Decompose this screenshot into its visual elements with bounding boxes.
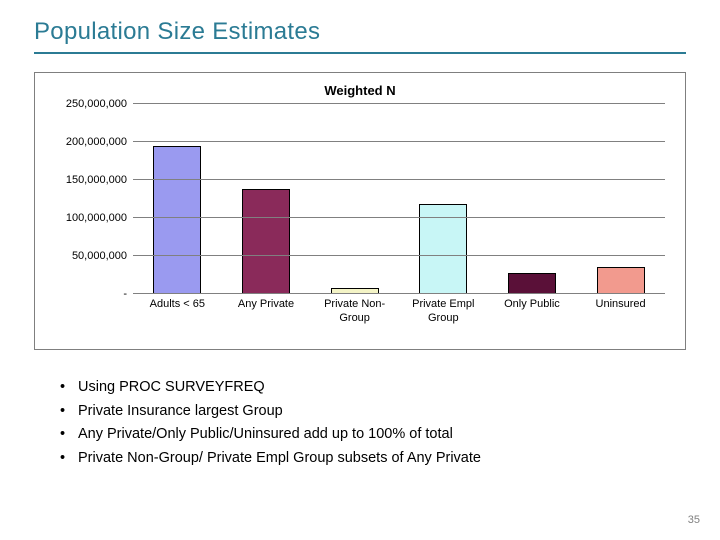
bars-group: [133, 104, 665, 294]
y-tick-label: 50,000,000: [72, 250, 133, 262]
x-tick-label: Private Non-Group: [315, 298, 395, 326]
bullet-item: Private Insurance largest Group: [60, 402, 686, 422]
bar: [597, 267, 645, 294]
gridline: 200,000,000: [133, 141, 665, 142]
chart-title: Weighted N: [47, 83, 673, 98]
gridline: 100,000,000: [133, 217, 665, 218]
bar: [508, 273, 556, 294]
y-tick-label: -: [123, 288, 133, 300]
bullet-item: Any Private/Only Public/Uninsured add up…: [60, 425, 686, 445]
x-tick-label: Adults < 65: [137, 298, 217, 326]
x-tick-label: Private Empl Group: [403, 298, 483, 326]
x-tick-label: Uninsured: [581, 298, 661, 326]
gridline: 50,000,000: [133, 255, 665, 256]
x-tick-label: Only Public: [492, 298, 572, 326]
bar: [153, 146, 201, 294]
gridline: 250,000,000: [133, 103, 665, 104]
page-number: 35: [688, 514, 700, 526]
chart-container: Weighted N - 50,000,000 100,000,000 150,000…: [34, 72, 686, 350]
bullet-item: Using PROC SURVEYFREQ: [60, 378, 686, 398]
plot-area: - 50,000,000 100,000,000 150,000,000 200,000…: [133, 104, 665, 294]
slide: Population Size Estimates Weighted N - 50…: [0, 0, 720, 540]
gridline: -: [133, 293, 665, 294]
gridline: 150,000,000: [133, 179, 665, 180]
bullet-list: Using PROC SURVEYFREQ Private Insurance l…: [34, 378, 686, 468]
y-tick-label: 100,000,000: [66, 212, 133, 224]
x-axis-labels: Adults < 65 Any Private Private Non-Group P…: [133, 298, 665, 326]
slide-title: Population Size Estimates: [34, 18, 686, 46]
bar: [242, 189, 290, 294]
y-tick-label: 200,000,000: [66, 136, 133, 148]
title-rule: Population Size Estimates: [34, 18, 686, 54]
y-tick-label: 150,000,000: [66, 174, 133, 186]
bullet-item: Private Non-Group/ Private Empl Group su…: [60, 449, 686, 469]
y-tick-label: 250,000,000: [66, 98, 133, 110]
x-tick-label: Any Private: [226, 298, 306, 326]
